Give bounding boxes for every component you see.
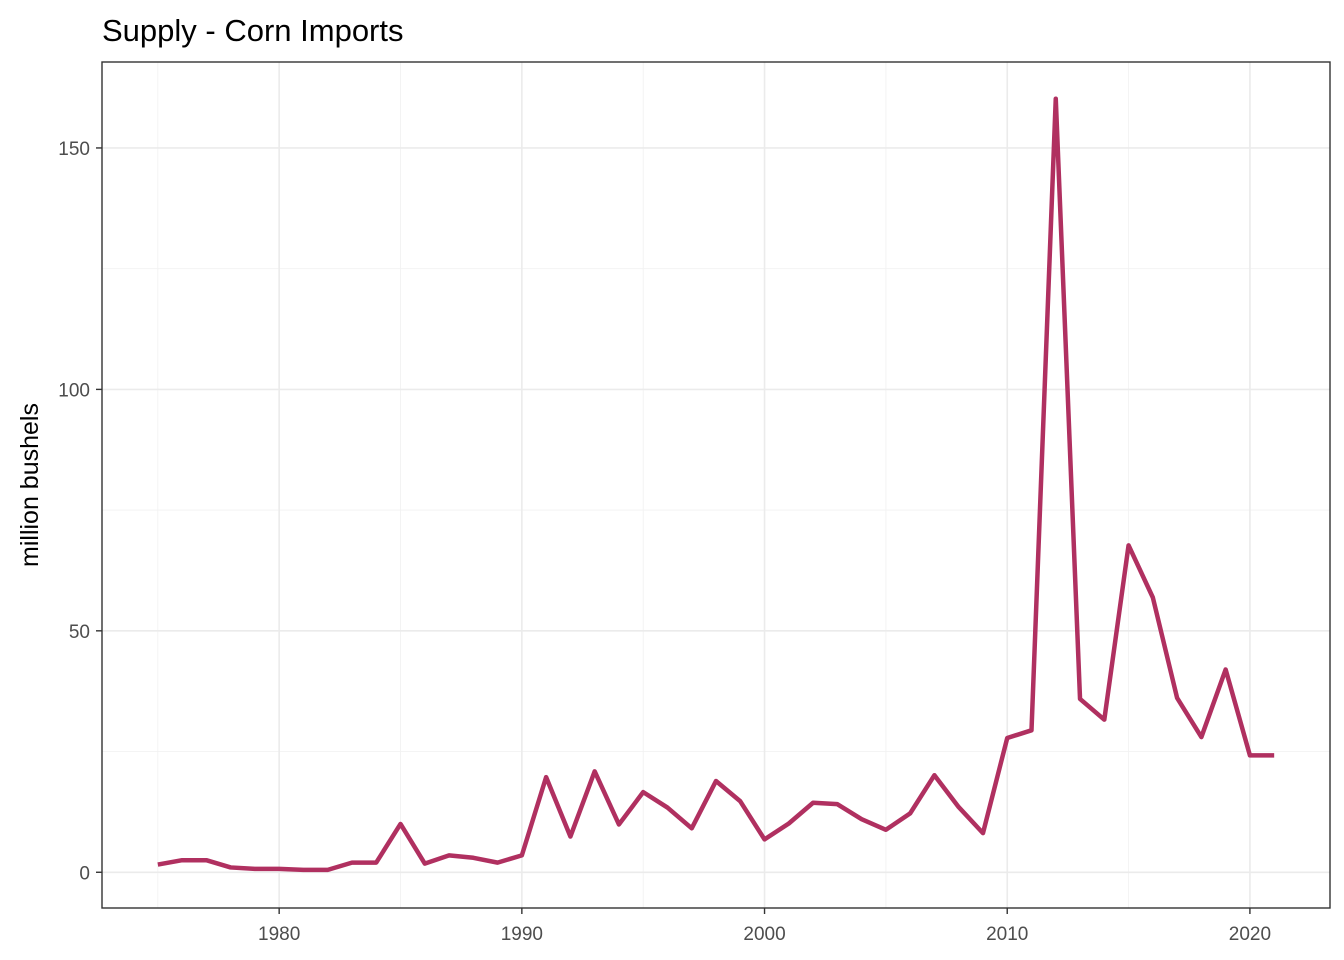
- series-layer: [157, 96, 1275, 873]
- major-gridlines: [102, 62, 1330, 908]
- x-tick-label: 2000: [743, 924, 785, 945]
- plot-panel-border: [101, 61, 1331, 909]
- x-axis: 1980 1990 2000 2010 2020: [258, 908, 1271, 945]
- y-axis: 0 50 100 150: [58, 139, 102, 884]
- x-tick-label: 1990: [501, 924, 543, 945]
- series-line: [157, 96, 1275, 873]
- x-tick-label: 2020: [1229, 924, 1271, 945]
- y-tick-label: 50: [69, 622, 90, 643]
- x-tick-label: 2010: [986, 924, 1028, 945]
- chart-title: Supply - Corn Imports: [102, 13, 404, 48]
- y-axis-label: million bushels: [16, 403, 44, 567]
- y-tick-label: 150: [58, 139, 90, 160]
- minor-gridlines: [102, 62, 1330, 908]
- y-tick-label: 0: [79, 863, 90, 884]
- x-tick-label: 1980: [258, 924, 300, 945]
- y-tick-label: 100: [58, 380, 90, 401]
